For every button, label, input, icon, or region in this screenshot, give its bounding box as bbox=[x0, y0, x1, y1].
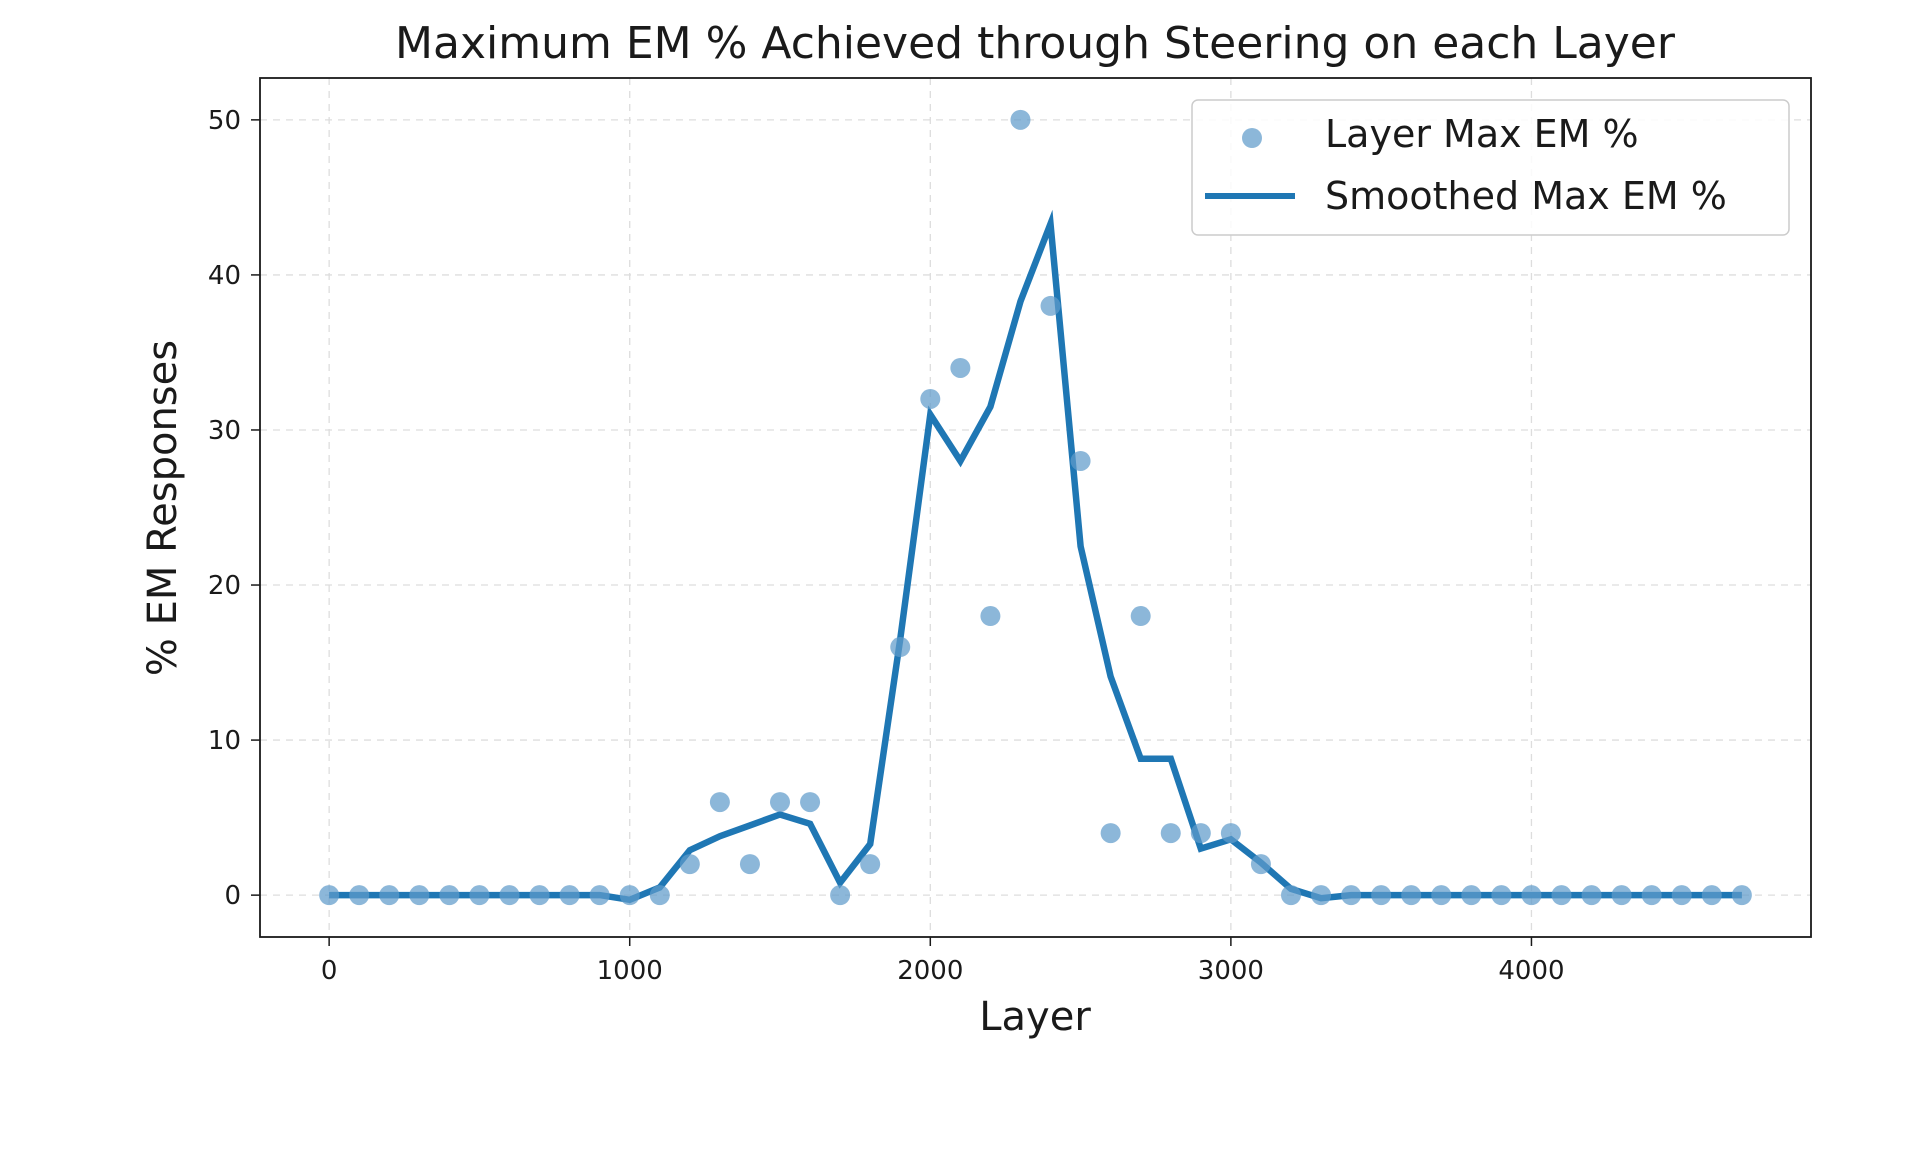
scatter-point bbox=[1311, 885, 1332, 906]
scatter-point bbox=[1401, 885, 1422, 906]
scatter-point bbox=[1100, 823, 1121, 844]
x-tick-label: 4000 bbox=[1498, 956, 1564, 986]
legend-label-line: Smoothed Max EM % bbox=[1325, 174, 1727, 218]
y-axis-ticks: 0 10 20 30 40 50 bbox=[208, 106, 260, 911]
scatter-point bbox=[1551, 885, 1572, 906]
x-axis-ticks: 0 1000 2000 3000 4000 bbox=[321, 937, 1565, 986]
scatter-point bbox=[499, 885, 520, 906]
x-tick-label: 1000 bbox=[597, 956, 663, 986]
legend-marker-points bbox=[1242, 128, 1262, 148]
legend-label-points: Layer Max EM % bbox=[1325, 112, 1639, 156]
scatter-point bbox=[980, 606, 1001, 627]
plot-frame bbox=[259, 77, 1812, 938]
scatter-point bbox=[379, 885, 400, 906]
x-tick-label: 2000 bbox=[897, 956, 963, 986]
smoothed-line-group bbox=[329, 209, 1742, 904]
scatter-point bbox=[1160, 823, 1181, 844]
scatter-points-group bbox=[319, 109, 1752, 906]
scatter-point bbox=[1280, 885, 1301, 906]
y-axis-label: % EM Responses bbox=[140, 340, 186, 676]
scatter-point bbox=[860, 854, 881, 875]
scatter-point bbox=[409, 885, 430, 906]
y-tick-label: 40 bbox=[208, 261, 241, 291]
scatter-point bbox=[319, 885, 340, 906]
scatter-point bbox=[950, 357, 971, 378]
scatter-point bbox=[1611, 885, 1632, 906]
scatter-point bbox=[1431, 885, 1452, 906]
y-tick-label: 0 bbox=[224, 881, 241, 911]
scatter-point bbox=[770, 792, 791, 813]
scatter-point bbox=[1130, 606, 1151, 627]
scatter-point bbox=[619, 885, 640, 906]
scatter-point bbox=[439, 885, 460, 906]
scatter-point bbox=[349, 885, 370, 906]
scatter-point bbox=[1371, 885, 1392, 906]
scatter-point bbox=[1220, 823, 1241, 844]
scatter-point bbox=[1491, 885, 1512, 906]
legend-box bbox=[1191, 99, 1790, 236]
scatter-point bbox=[890, 637, 911, 658]
scatter-point bbox=[1581, 885, 1602, 906]
scatter-point bbox=[920, 388, 941, 409]
x-tick-label: 3000 bbox=[1198, 956, 1264, 986]
y-tick-label: 30 bbox=[208, 416, 241, 446]
scatter-point bbox=[649, 885, 670, 906]
scatter-point bbox=[1190, 823, 1211, 844]
scatter-point bbox=[589, 885, 610, 906]
scatter-point bbox=[679, 854, 700, 875]
y-tick-label: 50 bbox=[208, 106, 241, 136]
scatter-point bbox=[559, 885, 580, 906]
scatter-point bbox=[1521, 885, 1542, 906]
scatter-point bbox=[1341, 885, 1362, 906]
scatter-point bbox=[800, 792, 821, 813]
y-tick-label: 20 bbox=[208, 571, 241, 601]
scatter-point bbox=[709, 792, 730, 813]
chart-title: Maximum EM % Achieved through Steering o… bbox=[395, 18, 1676, 69]
scatter-point bbox=[1010, 109, 1031, 130]
scatter-point bbox=[1040, 295, 1061, 316]
scatter-point bbox=[1641, 885, 1662, 906]
scatter-point bbox=[830, 885, 851, 906]
scatter-point bbox=[529, 885, 550, 906]
scatter-point bbox=[1070, 450, 1091, 471]
smoothed-line bbox=[329, 209, 1742, 904]
scatter-point bbox=[1731, 885, 1752, 906]
scatter-point bbox=[1701, 885, 1722, 906]
scatter-point bbox=[1250, 854, 1271, 875]
legend: Layer Max EM % Smoothed Max EM % bbox=[1191, 99, 1790, 236]
x-tick-label: 0 bbox=[321, 956, 338, 986]
scatter-point bbox=[739, 854, 760, 875]
y-tick-label: 10 bbox=[208, 726, 241, 756]
x-axis-label: Layer bbox=[979, 994, 1091, 1040]
scatter-point bbox=[469, 885, 490, 906]
scatter-point bbox=[1671, 885, 1692, 906]
scatter-point bbox=[1461, 885, 1482, 906]
